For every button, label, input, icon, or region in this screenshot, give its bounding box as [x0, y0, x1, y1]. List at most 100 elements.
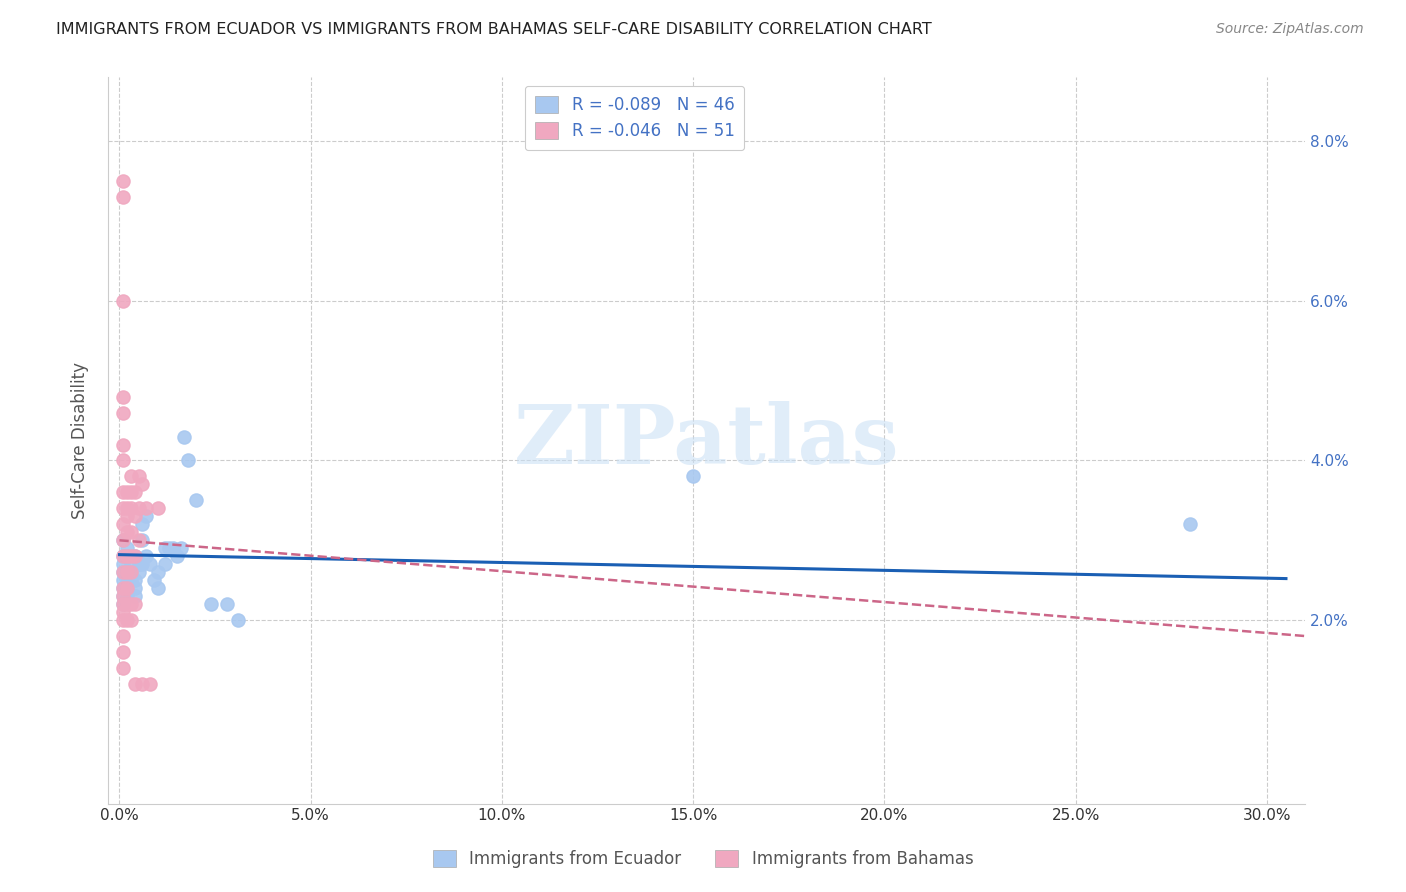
- Point: [115, 613, 138, 627]
- Point: [131, 517, 153, 532]
- Point: [115, 565, 138, 579]
- Y-axis label: Self-Care Disability: Self-Care Disability: [72, 362, 89, 519]
- Point: [112, 581, 135, 595]
- Point: [682, 469, 704, 483]
- Point: [115, 509, 138, 524]
- Point: [146, 581, 169, 595]
- Point: [124, 549, 146, 564]
- Point: [128, 469, 150, 483]
- Point: [115, 485, 138, 500]
- Point: [120, 565, 142, 579]
- Point: [124, 677, 146, 691]
- Point: [135, 509, 157, 524]
- Point: [112, 558, 135, 572]
- Point: [112, 437, 135, 451]
- Point: [139, 677, 162, 691]
- Point: [124, 589, 146, 603]
- Point: [146, 565, 169, 579]
- Text: IMMIGRANTS FROM ECUADOR VS IMMIGRANTS FROM BAHAMAS SELF-CARE DISABILITY CORRELAT: IMMIGRANTS FROM ECUADOR VS IMMIGRANTS FR…: [56, 22, 932, 37]
- Point: [124, 573, 146, 587]
- Point: [112, 517, 135, 532]
- Point: [155, 541, 177, 556]
- Point: [115, 501, 138, 516]
- Point: [200, 597, 222, 611]
- Point: [115, 581, 138, 595]
- Point: [112, 629, 135, 643]
- Point: [162, 541, 184, 556]
- Point: [177, 453, 200, 467]
- Point: [112, 485, 135, 500]
- Point: [115, 565, 138, 579]
- Point: [112, 661, 135, 675]
- Point: [112, 533, 135, 548]
- Point: [155, 558, 177, 572]
- Point: [173, 429, 195, 443]
- Point: [184, 493, 207, 508]
- Point: [112, 190, 135, 204]
- Point: [128, 533, 150, 548]
- Point: [112, 174, 135, 188]
- Point: [120, 558, 142, 572]
- Point: [112, 390, 135, 404]
- Point: [139, 558, 162, 572]
- Point: [120, 597, 142, 611]
- Point: [124, 509, 146, 524]
- Point: [131, 558, 153, 572]
- Point: [120, 469, 142, 483]
- Point: [120, 565, 142, 579]
- Point: [112, 597, 135, 611]
- Legend: R = -0.089   N = 46, R = -0.046   N = 51: R = -0.089 N = 46, R = -0.046 N = 51: [524, 86, 745, 151]
- Point: [112, 613, 135, 627]
- Point: [112, 549, 135, 564]
- Point: [131, 677, 153, 691]
- Point: [115, 597, 138, 611]
- Point: [115, 581, 138, 595]
- Text: ZIPatlas: ZIPatlas: [513, 401, 900, 481]
- Point: [120, 573, 142, 587]
- Point: [157, 541, 180, 556]
- Point: [112, 605, 135, 619]
- Point: [120, 485, 142, 500]
- Point: [226, 613, 249, 627]
- Point: [112, 549, 135, 564]
- Point: [124, 485, 146, 500]
- Point: [128, 501, 150, 516]
- Point: [112, 573, 135, 587]
- Point: [112, 597, 135, 611]
- Point: [120, 501, 142, 516]
- Point: [131, 477, 153, 491]
- Point: [112, 533, 135, 548]
- Point: [135, 501, 157, 516]
- Legend: Immigrants from Ecuador, Immigrants from Bahamas: Immigrants from Ecuador, Immigrants from…: [426, 843, 980, 875]
- Point: [112, 453, 135, 467]
- Point: [112, 565, 135, 579]
- Point: [166, 549, 188, 564]
- Point: [112, 406, 135, 420]
- Point: [112, 293, 135, 308]
- Point: [128, 565, 150, 579]
- Point: [112, 589, 135, 603]
- Point: [120, 549, 142, 564]
- Point: [146, 501, 169, 516]
- Point: [215, 597, 238, 611]
- Point: [112, 565, 135, 579]
- Text: Source: ZipAtlas.com: Source: ZipAtlas.com: [1216, 22, 1364, 37]
- Point: [124, 597, 146, 611]
- Point: [120, 613, 142, 627]
- Point: [112, 501, 135, 516]
- Point: [131, 533, 153, 548]
- Point: [115, 541, 138, 556]
- Point: [124, 581, 146, 595]
- Point: [115, 525, 138, 540]
- Point: [128, 558, 150, 572]
- Point: [115, 549, 138, 564]
- Point: [1180, 517, 1202, 532]
- Point: [112, 581, 135, 595]
- Point: [115, 549, 138, 564]
- Point: [124, 549, 146, 564]
- Point: [169, 541, 191, 556]
- Point: [115, 573, 138, 587]
- Point: [115, 589, 138, 603]
- Point: [135, 549, 157, 564]
- Point: [142, 573, 165, 587]
